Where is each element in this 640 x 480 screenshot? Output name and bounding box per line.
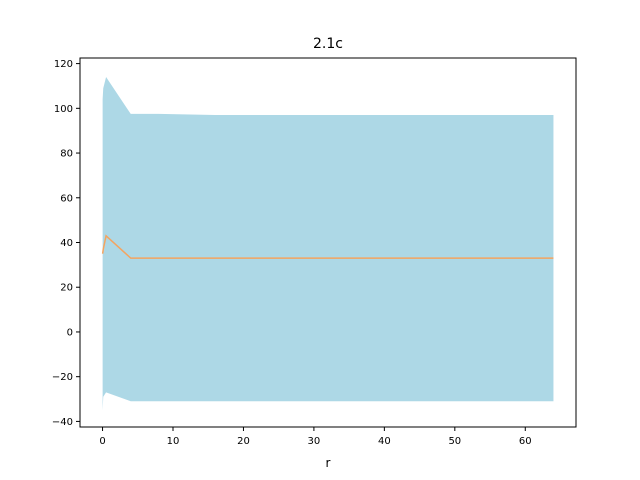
x-tick-label: 0 xyxy=(99,436,105,447)
y-tick-label: 0 xyxy=(67,327,73,338)
x-tick-label: 50 xyxy=(448,436,461,447)
x-tick-label: 30 xyxy=(308,436,321,447)
chart-title: 2.1c xyxy=(313,36,343,52)
y-tick-label: 80 xyxy=(60,149,73,160)
x-tick-label: 20 xyxy=(237,436,250,447)
y-tick-label: 120 xyxy=(54,59,73,70)
y-tick-label: −20 xyxy=(52,372,73,383)
x-tick-label: 40 xyxy=(378,436,391,447)
y-tick-label: 20 xyxy=(60,283,73,294)
confidence-band xyxy=(102,77,554,411)
x-tick-label: 60 xyxy=(519,436,532,447)
series-line xyxy=(101,234,554,259)
y-tick-label: 60 xyxy=(60,193,73,204)
plot-area xyxy=(101,77,554,411)
y-tick-label: 100 xyxy=(54,104,73,115)
x-axis: 0 10 20 30 40 50 60 xyxy=(99,427,532,447)
x-tick-label: 10 xyxy=(167,436,180,447)
y-tick-label: 40 xyxy=(60,238,73,249)
x-axis-label: r xyxy=(326,456,331,470)
y-tick-label: −40 xyxy=(52,417,73,428)
y-axis: −40 −20 0 20 40 60 80 100 120 xyxy=(52,59,80,428)
